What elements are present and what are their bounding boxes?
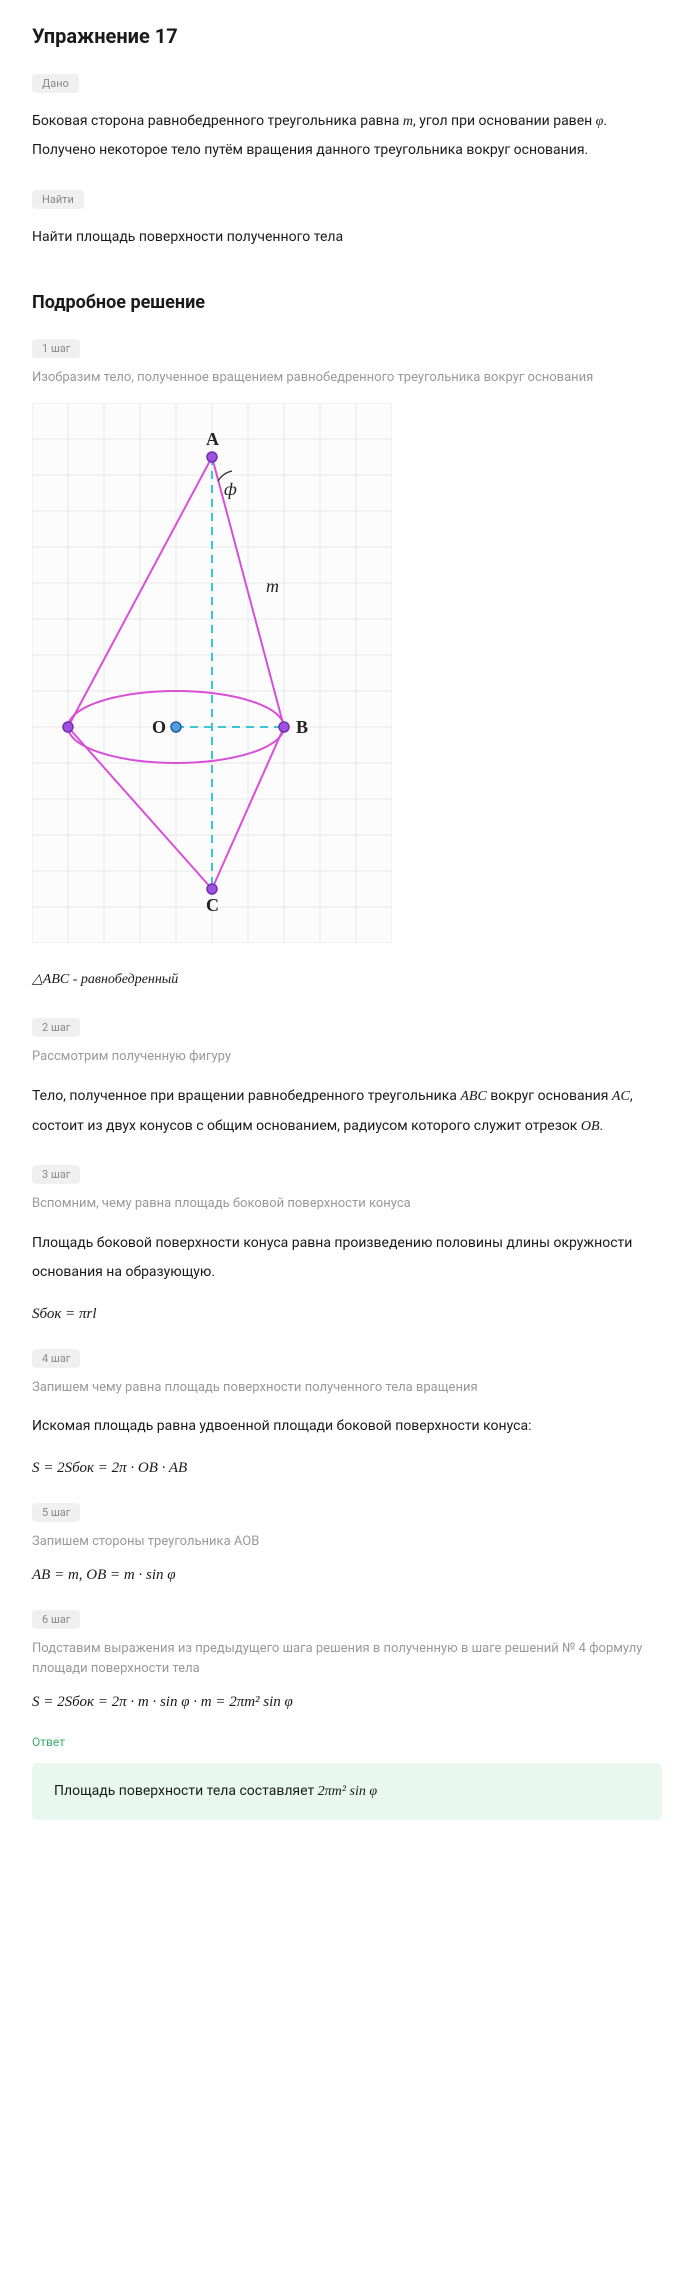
step-4-formula: S = 2Sбок = 2π · OB · AB [32,1460,662,1477]
step-5-label: 5 шаг [32,1503,80,1522]
step-6-desc: Подставим выражения из предыдущего шага … [32,1639,662,1681]
step-3-body: Площадь боковой поверхности конуса равна… [32,1229,662,1288]
step-3-formula: Sбок = πrl [32,1306,662,1323]
step-2-desc: Рассмотрим полученную фигуру [32,1047,662,1068]
step-1-label: 1 шаг [32,339,80,358]
step-1-after: △ABC - равнобедренный [32,965,662,994]
answer-tag: Ответ [32,1735,662,1749]
svg-text:O: O [152,717,166,737]
given-text-2: , угол при основании равен [413,113,596,129]
step-6-label: 6 шаг [32,1610,80,1629]
svg-text:C: C [206,895,219,915]
given-text-1: Боковая сторона равнобедренного треуголь… [32,113,403,129]
s2p2: вокруг основания [487,1088,612,1104]
given-text: Боковая сторона равнобедренного треуголь… [32,107,662,166]
page-title: Упражнение 17 [32,24,662,48]
diagram-container: A B C Om ф [32,403,392,947]
s2p3: AC [612,1089,630,1104]
solution-title: Подробное решение [32,292,662,313]
find-text: Найти площадь поверхности полученного те… [32,223,662,252]
step-6-formula: S = 2Sбок = 2π · m · sin φ · m = 2πm² si… [32,1694,662,1711]
answer-formula: 2πm² sin φ [318,1784,377,1799]
step-2-label: 2 шаг [32,1018,80,1037]
rotation-diagram: A B C Om ф [32,403,392,943]
s2p1: ABC [460,1089,486,1104]
step-1-desc: Изобразим тело, полученное вращением рав… [32,368,662,389]
find-tag: Найти [32,190,84,209]
answer-box: Площадь поверхности тела составляет 2πm²… [32,1763,662,1820]
s2p5: OB [581,1119,600,1134]
given-var-m: m [403,114,413,129]
triangle-abc-text: △ABC - равнобедренный [32,972,178,987]
step-2-body: Тело, полученное при вращении равнобедре… [32,1082,662,1141]
step-4-body: Искомая площадь равна удвоенной площади … [32,1412,662,1441]
s2p6: . [600,1118,604,1134]
step-3-desc: Вспомним, чему равна площадь боковой пов… [32,1194,662,1215]
step-4-desc: Запишем чему равна площадь поверхности п… [32,1378,662,1399]
step-4-label: 4 шаг [32,1349,80,1368]
svg-text:B: B [296,717,308,737]
step-5-formula: AB = m, OB = m · sin φ [32,1567,662,1584]
step-3-label: 3 шаг [32,1165,80,1184]
s2p0: Тело, полученное при вращении равнобедре… [32,1088,460,1104]
svg-text:m: m [266,576,279,596]
given-tag: Дано [32,74,79,93]
svg-text:A: A [206,429,219,449]
answer-text: Площадь поверхности тела составляет [54,1783,318,1799]
svg-text:ф: ф [224,479,237,499]
step-5-desc: Запишем стороны треугольника AOB [32,1532,662,1553]
